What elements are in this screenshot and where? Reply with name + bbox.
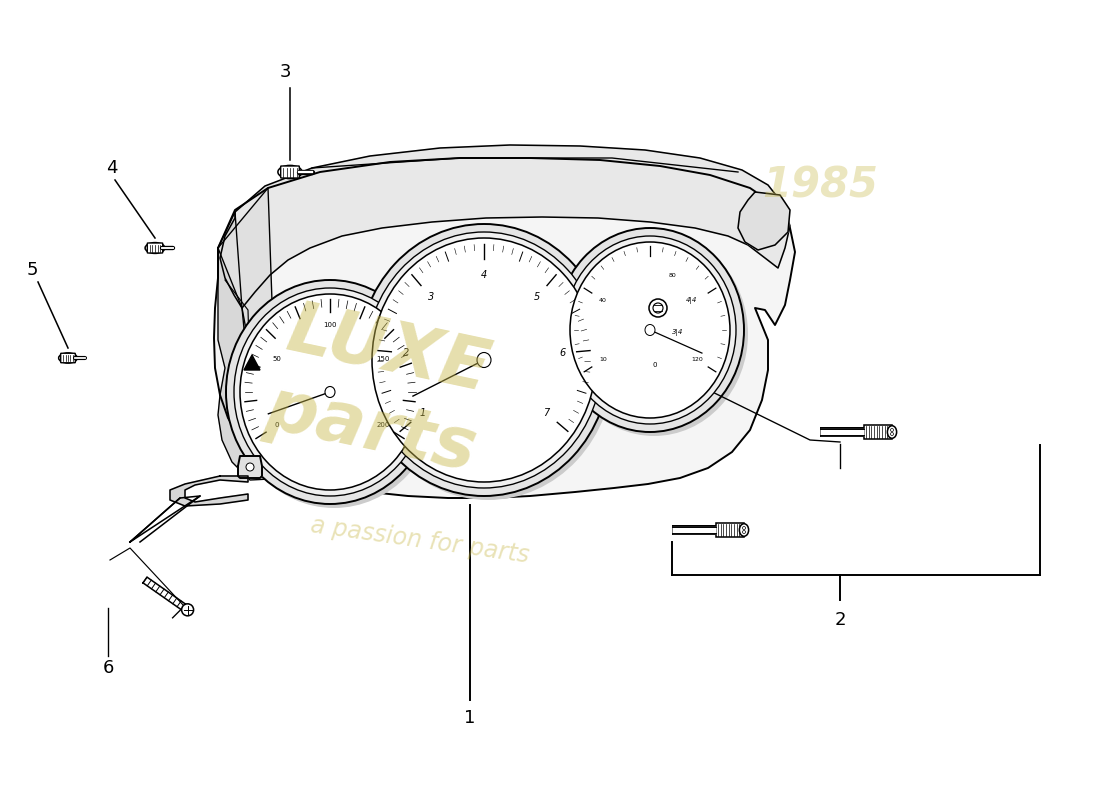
- Text: 3: 3: [428, 292, 435, 302]
- Polygon shape: [214, 158, 795, 498]
- Polygon shape: [244, 355, 260, 370]
- Text: 40: 40: [600, 298, 607, 302]
- Polygon shape: [220, 145, 790, 308]
- Ellipse shape: [645, 325, 654, 335]
- Text: 0: 0: [652, 362, 658, 368]
- Text: 4: 4: [481, 270, 487, 280]
- Text: 10: 10: [600, 358, 607, 362]
- Ellipse shape: [649, 299, 667, 317]
- Ellipse shape: [246, 463, 254, 471]
- FancyBboxPatch shape: [147, 243, 163, 253]
- Text: 4|4: 4|4: [686, 297, 697, 303]
- Polygon shape: [218, 188, 278, 472]
- Text: 2: 2: [834, 611, 846, 629]
- Ellipse shape: [145, 242, 165, 254]
- Text: 80: 80: [669, 273, 676, 278]
- Text: 3|4: 3|4: [672, 329, 684, 335]
- Ellipse shape: [477, 353, 491, 367]
- Text: 3: 3: [279, 63, 290, 81]
- Text: 4: 4: [107, 159, 118, 177]
- Ellipse shape: [278, 166, 303, 178]
- Ellipse shape: [234, 288, 426, 496]
- Ellipse shape: [58, 353, 77, 363]
- Ellipse shape: [226, 280, 434, 504]
- Polygon shape: [170, 476, 248, 506]
- Text: 5: 5: [26, 261, 37, 279]
- Text: 1: 1: [419, 407, 426, 418]
- Ellipse shape: [324, 386, 336, 398]
- Bar: [864, 426, 892, 438]
- Text: LUXE
parts: LUXE parts: [260, 295, 499, 485]
- Ellipse shape: [230, 284, 438, 508]
- Text: 1: 1: [464, 709, 475, 727]
- Polygon shape: [238, 456, 262, 478]
- Text: 0: 0: [275, 422, 279, 428]
- Ellipse shape: [362, 228, 614, 500]
- Polygon shape: [218, 212, 290, 480]
- Text: 200: 200: [376, 422, 389, 428]
- Polygon shape: [738, 192, 790, 250]
- Ellipse shape: [560, 232, 748, 436]
- Ellipse shape: [564, 236, 736, 424]
- Ellipse shape: [366, 232, 602, 488]
- FancyBboxPatch shape: [280, 166, 299, 178]
- Text: 6: 6: [102, 659, 113, 677]
- Ellipse shape: [182, 604, 194, 616]
- Ellipse shape: [570, 242, 730, 418]
- FancyBboxPatch shape: [60, 354, 75, 362]
- Ellipse shape: [358, 224, 610, 496]
- Text: 6: 6: [559, 348, 565, 358]
- Ellipse shape: [739, 524, 749, 536]
- Bar: [716, 523, 744, 537]
- Text: 1985: 1985: [762, 164, 878, 206]
- Ellipse shape: [888, 426, 896, 438]
- Ellipse shape: [240, 294, 420, 490]
- Text: 2: 2: [403, 348, 409, 358]
- Ellipse shape: [372, 238, 596, 482]
- Text: 5: 5: [534, 292, 540, 302]
- Text: 120: 120: [691, 358, 703, 362]
- Text: 50: 50: [273, 356, 282, 362]
- Text: a passion for parts: a passion for parts: [309, 513, 531, 567]
- Ellipse shape: [556, 228, 744, 432]
- Text: 150: 150: [376, 356, 389, 362]
- Text: 7: 7: [542, 407, 549, 418]
- Text: 100: 100: [323, 322, 337, 328]
